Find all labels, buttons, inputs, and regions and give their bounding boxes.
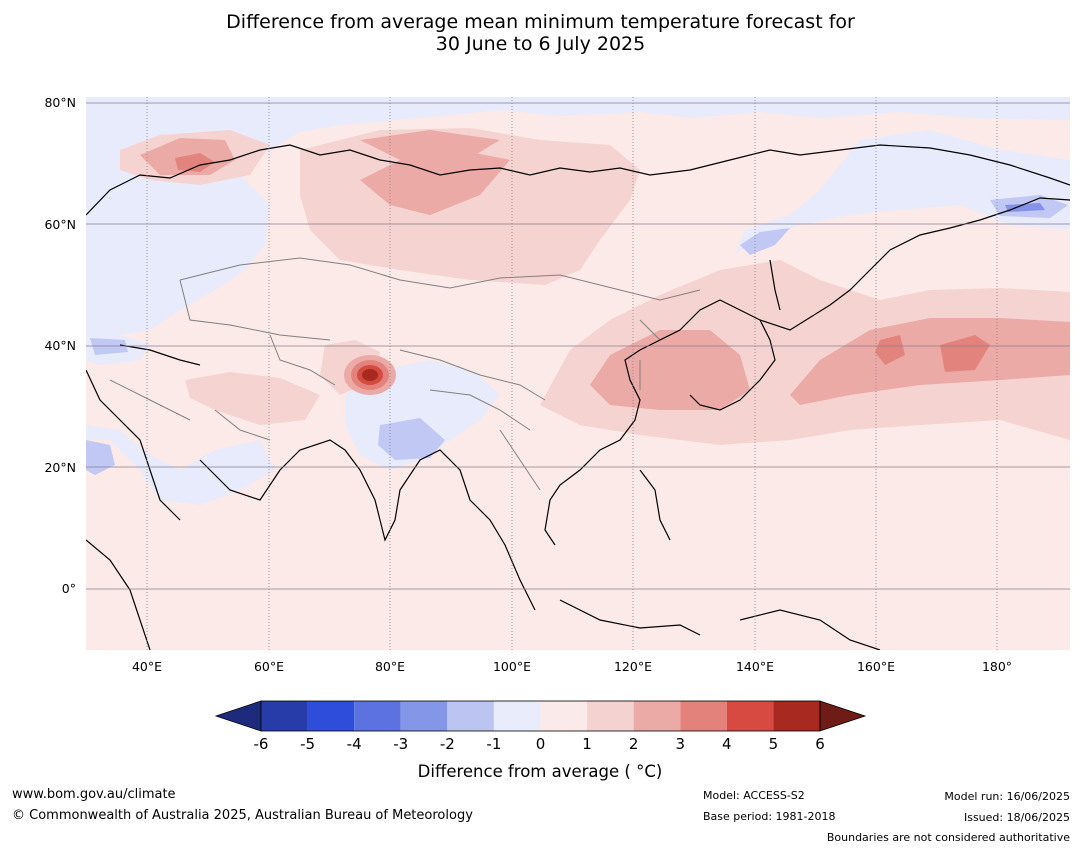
colorbar-tick-label: -2 [440,735,455,753]
lat-label-20n: 20°N [44,460,76,475]
lon-label-180: 180° [982,659,1012,674]
colorbar-swatch [354,701,401,731]
warm-anomaly-region [300,128,640,285]
lon-label-160e: 160°E [857,659,895,674]
colorbar-swatch [261,701,308,731]
colorbar-swatch [633,701,681,731]
lon-label-40e: 40°E [132,659,162,674]
colorbar-tick-label: 0 [536,735,546,753]
lat-label-0: 0° [62,581,76,596]
model-run-date: Model run: 16/06/2025 [944,790,1070,803]
map-area [86,97,1070,650]
colorbar-extend-low [214,700,262,732]
colorbar-tick-label: 3 [675,735,685,753]
colorbar-tick-label: -6 [254,735,269,753]
boundaries-disclaimer: Boundaries are not considered authoritat… [826,831,1070,844]
colorbar-tick-label: 1 [582,735,592,753]
colorbar-frame [260,700,821,732]
colorbar-tick-label: -3 [393,735,408,753]
colorbar-swatch [493,701,541,731]
colorbar-extend-high [819,700,867,732]
warm-anomaly-hotspot [362,369,378,381]
lat-label-60n: 60°N [44,217,76,232]
graticule [86,97,1070,650]
cool-anomaly-region [86,97,1070,335]
cool-anomaly-region [378,418,445,460]
warm-anomaly-region [790,318,1070,405]
colorbar-swatch [447,701,494,731]
copyright-text: © Commonwealth of Australia 2025, Austra… [12,808,473,823]
colorbar: -6 -5 -4 -3 -2 -1 0 1 2 3 4 5 6 [214,700,867,753]
colorbar-tick-label: -1 [486,735,501,753]
colorbar-swatch [726,701,774,731]
warm-anomaly-region [185,372,320,425]
warm-anomaly-region [875,335,905,365]
colorbar-tick-label: 6 [815,735,825,753]
cool-anomaly-region [1005,203,1045,212]
colorbar-swatch [400,701,448,731]
colorbar-tick-label: 5 [769,735,779,753]
warm-anomaly-region [590,330,750,410]
colorbar-tick-label: 2 [629,735,639,753]
lon-label-100e: 100°E [493,659,531,674]
lat-label-80n: 80°N [44,95,76,110]
colorbar-swatch [680,701,727,731]
colorbar-swatch [587,701,634,731]
warm-anomaly-region [360,130,500,160]
cool-anomaly-region [740,228,790,255]
bom-url: www.bom.gov.au/climate [12,787,176,802]
colorbar-swatch [307,701,355,731]
colorbar-tick-label: -4 [347,735,362,753]
colorbar-label: Difference from average ( °C) [418,762,663,781]
warm-anomaly-region [940,335,990,372]
lon-label-80e: 80°E [375,659,405,674]
lon-label-140e: 140°E [736,659,774,674]
colorbar-tick-label: -5 [300,735,315,753]
issued-date: Issued: 18/06/2025 [963,811,1070,824]
lon-label-120e: 120°E [614,659,652,674]
map-title-line-2: 30 June to 6 July 2025 [435,33,646,55]
lat-label-40n: 40°N [44,338,76,353]
cool-anomaly-region [90,338,128,355]
colorbar-swatch [773,701,820,731]
colorbar-swatch [540,701,588,731]
warm-anomaly-region [175,153,215,172]
cool-anomaly-region [735,130,1070,255]
cool-anomaly-region [86,440,115,475]
warm-anomaly-region [360,150,510,215]
base-period: Base period: 1981-2018 [703,810,836,823]
cool-anomaly-region [86,425,275,505]
lon-label-60e: 60°E [254,659,284,674]
model-name: Model: ACCESS-S2 [703,789,805,802]
colorbar-tick-label: 4 [722,735,732,753]
map-title-line-1: Difference from average mean minimum tem… [226,11,855,33]
